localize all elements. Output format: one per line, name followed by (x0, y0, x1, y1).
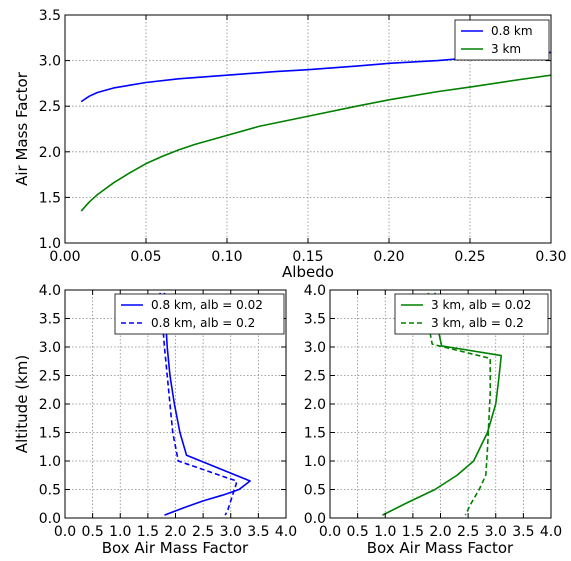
y-tick-label: 1.0 (39, 454, 61, 470)
legend-box (454, 19, 550, 61)
x-tick-label: 1.5 (137, 524, 159, 540)
legend: 0.8 km 3 km (454, 19, 550, 61)
x-tick-label: 0.5 (346, 524, 368, 540)
box-amf-panel-0.8km: 0.0 0.5 1.0 1.5 2.0 2.5 3.0 3.5 4.0 0.0 0.5 1.0 1.5 2… (13, 283, 297, 557)
y-tick-label: 4.0 (304, 283, 326, 299)
ticks: 0.0 0.5 1.0 1.5 2.0 2.5 3.0 3.5 4.0 0.0 0.5 1.0 1.5 2… (304, 283, 562, 540)
y-tick-label: 2.5 (39, 99, 61, 115)
x-axis-label: Box Air Mass Factor (102, 539, 249, 557)
y-tick-label: 3.0 (39, 340, 61, 356)
x-axis-label: Box Air Mass Factor (367, 539, 514, 557)
x-tick-label: 0.10 (211, 249, 242, 265)
legend: 0.8 km, alb = 0.02 0.8 km, alb = 0.2 (114, 293, 285, 335)
y-tick-label: 2.0 (39, 397, 61, 413)
ticks: 0.00 0.05 0.10 0.15 0.20 0.25 0.30 1.0 1.5 2.0 2.5… (39, 8, 567, 265)
x-tick-label: 3.0 (220, 524, 242, 540)
legend: 3 km, alb = 0.02 3 km, alb = 0.2 (394, 293, 549, 335)
x-tick-label: 2.0 (429, 524, 451, 540)
legend-label: 0.8 km, alb = 0.2 (151, 316, 255, 330)
x-tick-label: 2.5 (457, 524, 479, 540)
y-tick-label: 4.0 (39, 283, 61, 299)
x-tick-label: 1.0 (374, 524, 396, 540)
y-tick-label: 2.5 (304, 369, 326, 385)
y-tick-label: 3.5 (39, 8, 61, 24)
y-axis-label: Air Mass Factor (13, 71, 31, 186)
x-tick-label: 3.5 (512, 524, 534, 540)
x-axis-label: Albedo (282, 263, 334, 281)
y-tick-label: 2.0 (304, 397, 326, 413)
x-tick-label: 0.0 (54, 524, 76, 540)
legend-label: 3 km, alb = 0.2 (431, 316, 524, 330)
y-tick-label: 3.5 (304, 312, 326, 328)
y-tick-label: 1.0 (39, 236, 61, 252)
x-tick-label: 0.30 (535, 249, 566, 265)
y-tick-label: 3.0 (39, 54, 61, 70)
x-tick-label: 3.5 (247, 524, 269, 540)
y-tick-label: 2.0 (39, 145, 61, 161)
x-tick-label: 2.0 (164, 524, 186, 540)
series-lines (159, 292, 251, 516)
legend-box (114, 293, 285, 335)
box-amf-panel-3km: 0.0 0.5 1.0 1.5 2.0 2.5 3.0 3.5 4.0 0.0 0.5 1.0 1.5 2… (304, 283, 562, 557)
x-tick-label: 0.25 (454, 249, 485, 265)
series-line (80, 51, 551, 103)
x-tick-label: 0.5 (81, 524, 103, 540)
series-line (427, 292, 492, 516)
y-tick-label: 1.5 (39, 426, 61, 442)
series-lines (382, 292, 503, 516)
y-tick-label: 0.5 (39, 483, 61, 499)
y-tick-label: 0.0 (39, 511, 61, 527)
x-tick-label: 0.00 (49, 249, 80, 265)
legend-label: 0.8 km (491, 24, 533, 38)
x-tick-label: 0.15 (292, 249, 323, 265)
x-tick-label: 0.0 (319, 524, 341, 540)
y-tick-label: 0.0 (304, 511, 326, 527)
x-tick-label: 1.5 (402, 524, 424, 540)
y-tick-label: 3.5 (39, 312, 61, 328)
series-line (80, 74, 551, 212)
x-tick-label: 0.05 (130, 249, 161, 265)
legend-label: 3 km (491, 42, 521, 56)
y-tick-label: 1.0 (304, 454, 326, 470)
series-line (163, 292, 251, 516)
x-tick-label: 2.5 (192, 524, 214, 540)
series-line (159, 292, 238, 516)
legend-box (394, 293, 549, 335)
legend-label: 0.8 km, alb = 0.02 (151, 298, 263, 312)
series-line (382, 292, 503, 516)
x-tick-label: 3.0 (485, 524, 507, 540)
y-tick-label: 3.0 (304, 340, 326, 356)
y-tick-label: 2.5 (39, 369, 61, 385)
y-tick-label: 1.5 (304, 426, 326, 442)
x-tick-label: 0.20 (373, 249, 404, 265)
y-tick-label: 0.5 (304, 483, 326, 499)
y-axis-label: Altitude (km) (13, 355, 31, 453)
x-tick-label: 4.0 (540, 524, 562, 540)
series-lines (80, 51, 551, 212)
y-tick-label: 1.5 (39, 190, 61, 206)
x-tick-label: 1.0 (109, 524, 131, 540)
legend-label: 3 km, alb = 0.02 (431, 298, 531, 312)
x-tick-label: 4.0 (275, 524, 297, 540)
albedo-panel: 0.00 0.05 0.10 0.15 0.20 0.25 0.30 1.0 1.5 2.0 2.5… (13, 8, 567, 281)
ticks: 0.0 0.5 1.0 1.5 2.0 2.5 3.0 3.5 4.0 0.0 0.5 1.0 1.5 2… (39, 283, 297, 540)
